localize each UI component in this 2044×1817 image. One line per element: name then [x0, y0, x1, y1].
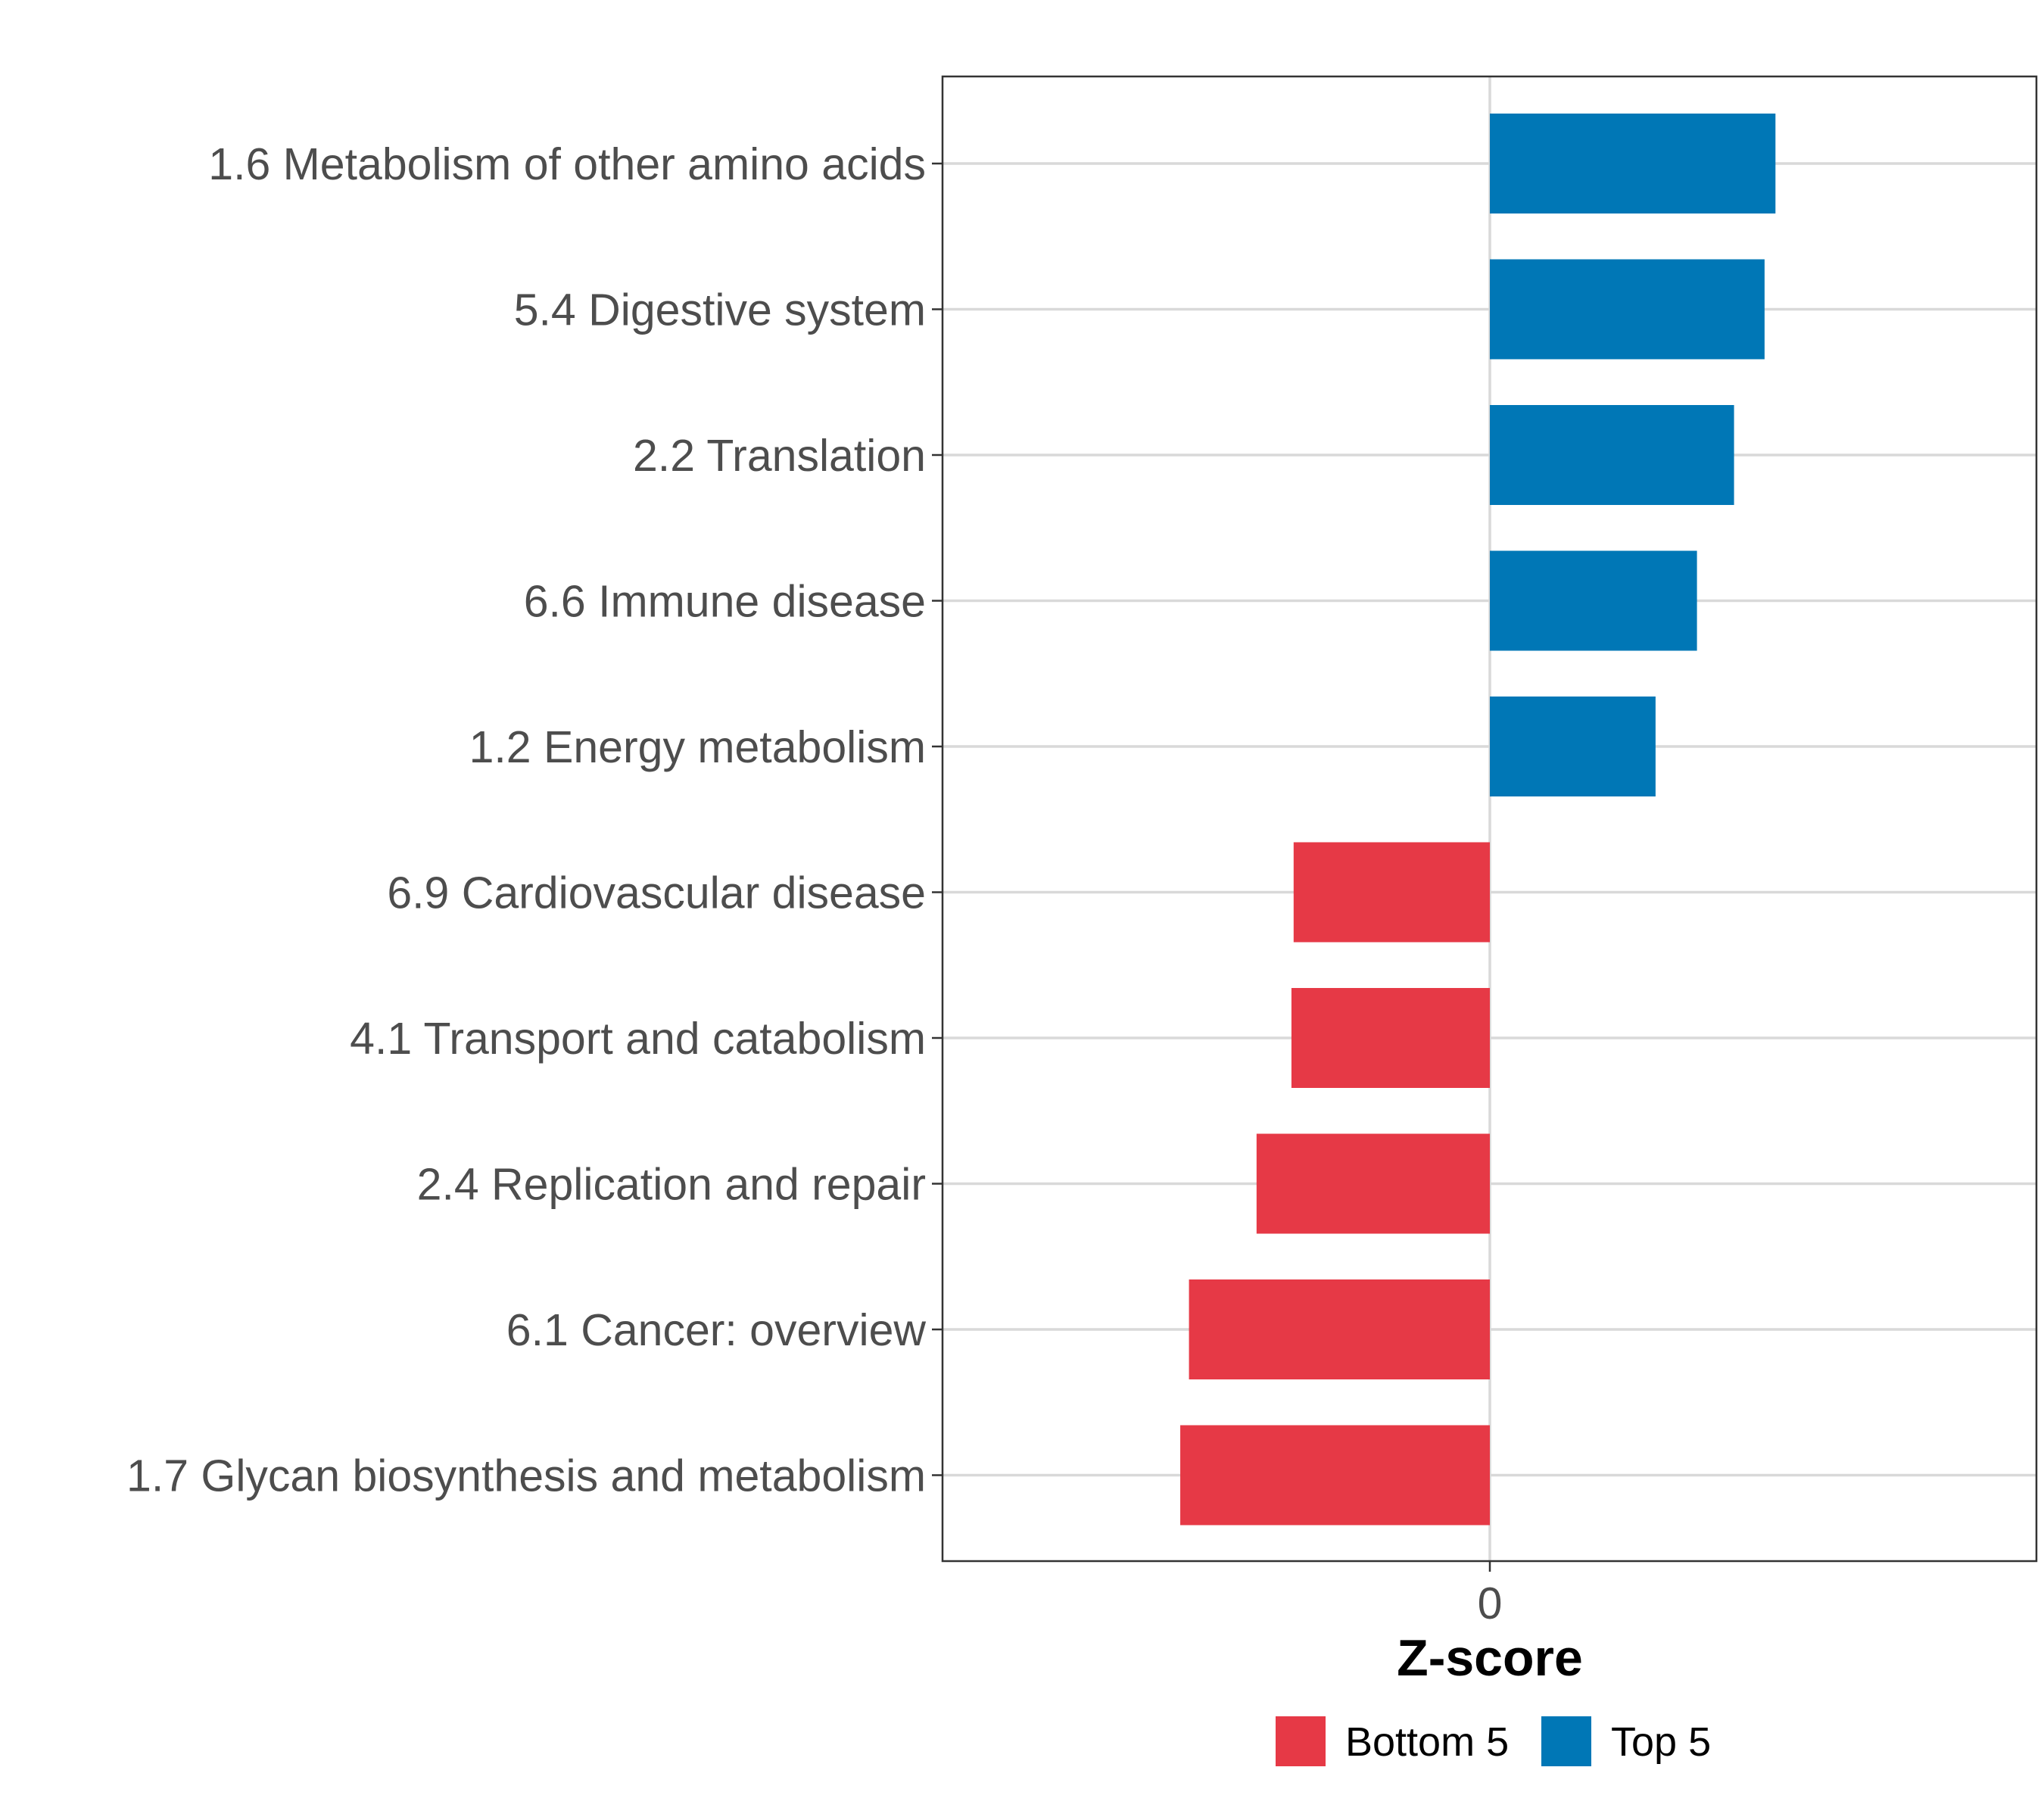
y-tick-label: 1.2 Energy metabolism — [469, 722, 926, 772]
y-tick-label: 4.1 Transport and catabolism — [350, 1014, 926, 1064]
y-tick-label: 2.4 Replication and repair — [417, 1160, 926, 1210]
y-tick-label: 5.4 Digestive system — [514, 285, 926, 335]
y-tick-label: 6.1 Cancer: overview — [506, 1305, 927, 1355]
y-tick-label: 6.6 Immune disease — [524, 577, 926, 627]
x-axis-title: Z-score — [1397, 1629, 1583, 1687]
bar — [1490, 697, 1656, 796]
y-tick-label: 1.7 Glycan biosynthesis and metabolism — [126, 1451, 926, 1501]
y-tick-label: 1.6 Metabolism of other amino acids — [208, 139, 926, 189]
bar — [1490, 405, 1734, 505]
y-axis: 1.6 Metabolism of other amino acids 5.4 D… — [126, 139, 943, 1501]
x-axis: 0 — [1478, 1561, 1503, 1628]
bars — [1180, 114, 1776, 1526]
y-tick-label: 2.2 Translation — [633, 431, 926, 481]
x-tick-label: 0 — [1478, 1579, 1503, 1628]
legend-label: Top 5 — [1611, 1719, 1711, 1765]
bar — [1490, 550, 1697, 651]
y-tick-label: 6.9 Cardiovascular disease — [387, 868, 926, 918]
bar — [1256, 1133, 1490, 1234]
bar — [1490, 114, 1776, 213]
bar — [1291, 988, 1490, 1088]
legend-label: Bottom 5 — [1345, 1719, 1509, 1765]
legend-swatch — [1276, 1716, 1326, 1766]
bar — [1180, 1425, 1490, 1526]
bar — [1189, 1279, 1490, 1379]
bar — [1293, 842, 1490, 943]
bar — [1490, 259, 1765, 360]
legend-swatch — [1541, 1716, 1591, 1766]
legend: Bottom 5 Top 5 — [1276, 1716, 1711, 1766]
